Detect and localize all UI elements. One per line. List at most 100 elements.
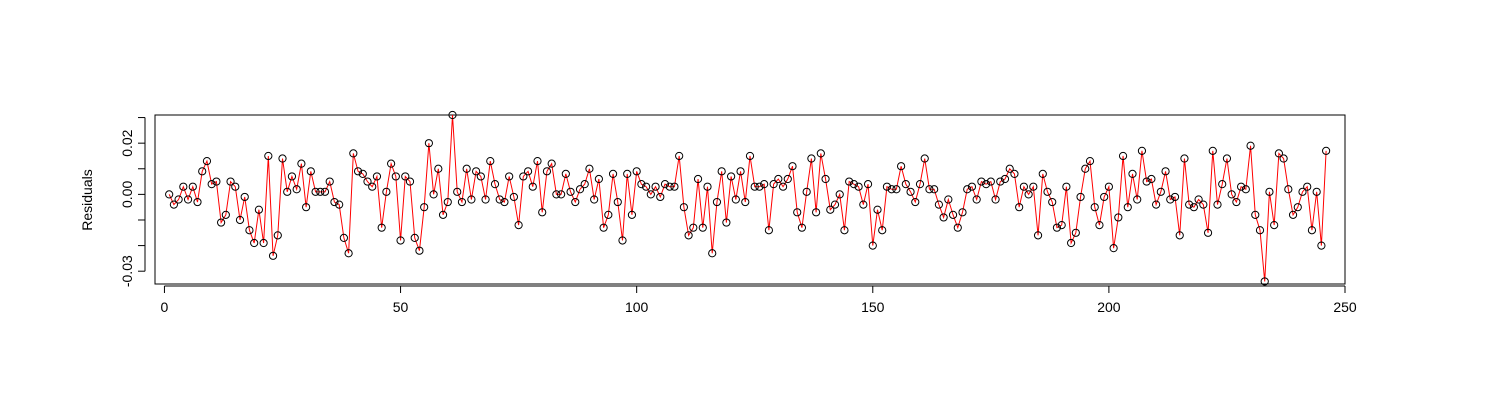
- data-point: [264, 151, 273, 161]
- data-point: [1057, 221, 1066, 230]
- data-point: [198, 167, 207, 176]
- data-point: [826, 205, 835, 214]
- data-point: [897, 162, 906, 171]
- data-point: [1303, 182, 1312, 191]
- data-point: [316, 187, 325, 196]
- data-point: [1175, 231, 1184, 240]
- data-point: [599, 223, 608, 232]
- data-point: [873, 205, 882, 214]
- data-point: [722, 218, 731, 227]
- data-point: [372, 172, 382, 181]
- data-point: [651, 182, 660, 191]
- data-point: [1118, 151, 1128, 161]
- data-point: [188, 182, 197, 191]
- data-point: [646, 190, 655, 199]
- x-tick-label: 200: [1097, 299, 1121, 315]
- data-point: [1284, 185, 1293, 194]
- data-point: [934, 200, 943, 209]
- data-point: [1152, 200, 1161, 209]
- data-point: [1123, 203, 1132, 212]
- data-point: [226, 177, 235, 186]
- data-point: [1147, 174, 1156, 184]
- data-point: [1246, 141, 1255, 150]
- data-point: [306, 167, 315, 176]
- data-point: [679, 203, 688, 212]
- data-point: [424, 139, 433, 148]
- data-point: [1100, 192, 1109, 202]
- data-point: [1043, 187, 1052, 196]
- data-point: [675, 151, 684, 161]
- data-point: [1213, 200, 1222, 209]
- data-point: [637, 180, 646, 189]
- data-point: [930, 185, 939, 194]
- data-point: [561, 169, 570, 178]
- data-point: [1208, 146, 1217, 155]
- data-point: [698, 223, 707, 232]
- data-point: [1237, 182, 1246, 191]
- data-point: [410, 233, 419, 243]
- data-point: [330, 197, 339, 207]
- data-point: [996, 177, 1005, 186]
- data-point: [939, 213, 948, 222]
- data-point: [783, 174, 792, 184]
- data-point: [840, 226, 849, 235]
- data-point: [202, 156, 212, 166]
- data-point: [882, 182, 892, 191]
- data-point: [486, 156, 495, 166]
- data-point: [259, 238, 268, 248]
- data-point: [1227, 190, 1236, 199]
- data-point: [736, 167, 745, 176]
- data-point: [1114, 213, 1123, 222]
- data-point: [1000, 174, 1010, 184]
- data-point: [571, 197, 580, 207]
- data-point: [273, 231, 282, 240]
- data-point: [514, 221, 523, 230]
- data-point: [1170, 192, 1180, 202]
- data-point: [566, 187, 575, 196]
- data-point: [1161, 167, 1170, 176]
- data-point: [490, 180, 500, 189]
- data-point: [986, 177, 995, 186]
- data-point: [1085, 156, 1095, 166]
- data-point: [863, 180, 873, 189]
- data-point: [764, 226, 773, 235]
- data-point: [1203, 228, 1213, 237]
- data-point: [292, 185, 301, 194]
- data-point: [405, 177, 415, 186]
- data-point: [429, 190, 438, 199]
- data-point: [505, 172, 514, 181]
- x-tick-label: 100: [625, 299, 649, 315]
- data-point: [816, 149, 825, 158]
- data-point: [793, 208, 802, 217]
- data-point: [391, 172, 400, 181]
- data-point: [250, 238, 259, 248]
- data-point: [1137, 146, 1147, 155]
- data-point: [221, 210, 230, 219]
- data-point: [778, 182, 788, 191]
- data-point: [287, 172, 297, 181]
- data-point: [207, 180, 216, 189]
- data-point: [835, 190, 844, 199]
- data-point: [183, 195, 193, 204]
- data-point: [278, 154, 287, 163]
- data-point: [434, 164, 443, 173]
- data-point: [977, 177, 986, 186]
- data-point: [1265, 187, 1274, 196]
- data-point: [901, 180, 910, 189]
- data-point: [594, 174, 603, 184]
- data-point: [1312, 187, 1321, 196]
- data-point: [708, 249, 717, 258]
- data-point: [948, 210, 958, 219]
- data-point: [552, 190, 561, 199]
- data-point: [212, 177, 221, 186]
- data-point: [788, 162, 797, 171]
- data-point: [358, 169, 367, 178]
- data-point: [174, 195, 183, 204]
- data-point: [642, 182, 651, 191]
- data-point: [401, 172, 410, 181]
- data-point: [547, 159, 556, 168]
- data-point: [1298, 187, 1307, 196]
- data-point: [859, 200, 868, 209]
- data-point: [1274, 149, 1283, 158]
- data-point: [1038, 169, 1047, 178]
